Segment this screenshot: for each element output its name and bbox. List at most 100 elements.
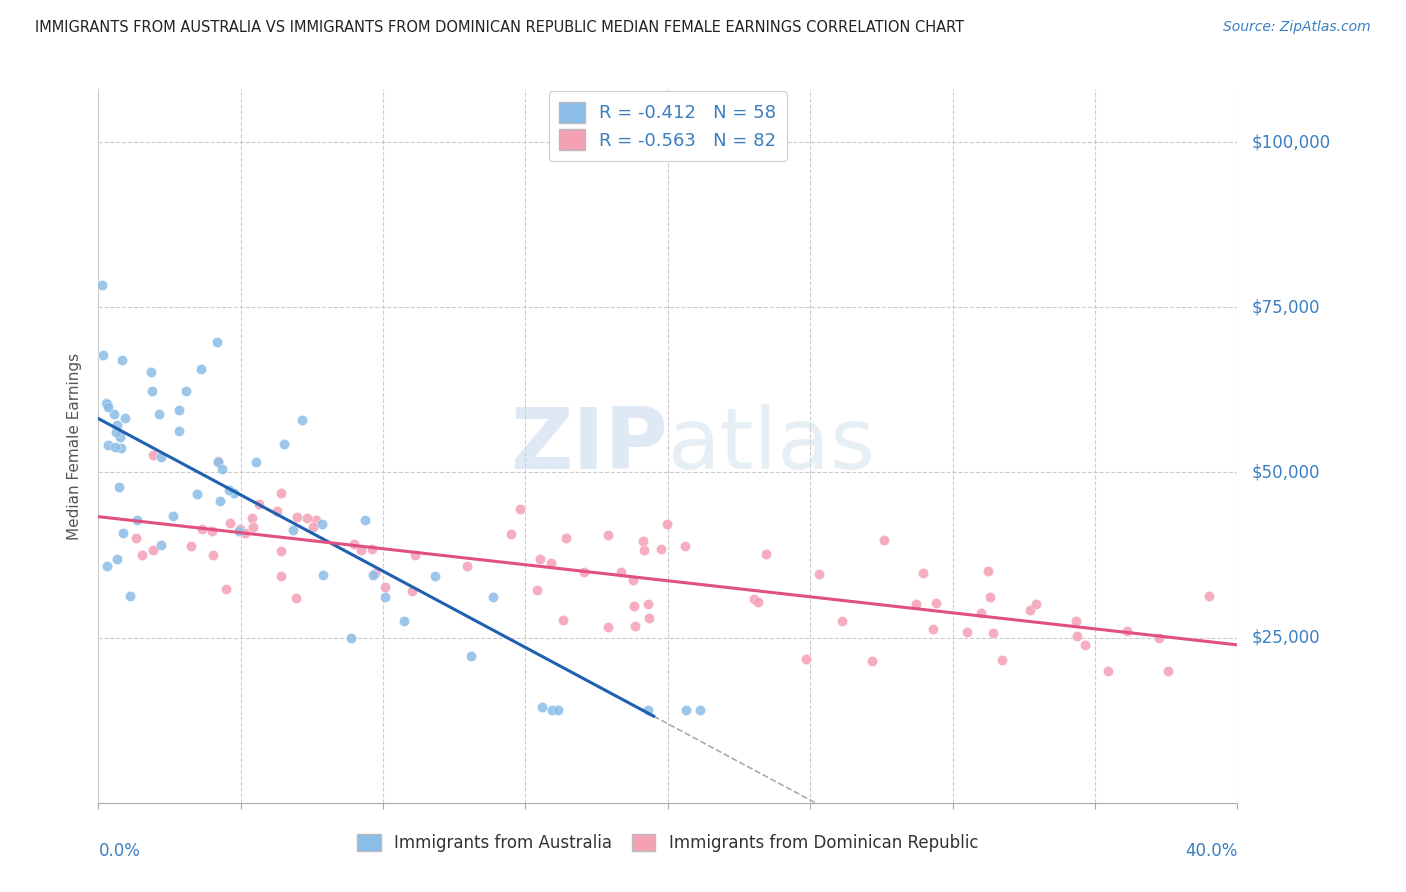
- Point: [120, 589, 142, 603]
- Point: [404, 548, 426, 562]
- Point: [831, 614, 853, 628]
- Point: [675, 703, 697, 717]
- Point: [977, 564, 1000, 578]
- Point: [190, 522, 212, 536]
- Point: [91, 348, 114, 362]
- Point: [621, 573, 644, 587]
- Point: [167, 424, 190, 438]
- Point: [526, 583, 548, 598]
- Point: [572, 565, 595, 579]
- Text: $50,000: $50,000: [1251, 464, 1320, 482]
- Point: [233, 525, 256, 540]
- Point: [350, 543, 373, 558]
- Point: [374, 590, 396, 604]
- Point: [176, 384, 198, 399]
- Text: 40.0%: 40.0%: [1185, 842, 1237, 860]
- Point: [207, 455, 229, 469]
- Point: [501, 526, 523, 541]
- Point: [637, 597, 659, 611]
- Point: [222, 486, 245, 500]
- Point: [205, 334, 228, 349]
- Point: [374, 580, 396, 594]
- Point: [207, 454, 229, 468]
- Point: [142, 448, 165, 462]
- Point: [110, 441, 132, 455]
- Point: [91, 278, 114, 293]
- Point: [873, 533, 896, 547]
- Point: [1198, 590, 1220, 604]
- Point: [742, 591, 765, 606]
- Point: [180, 539, 202, 553]
- Point: [105, 417, 128, 432]
- Point: [96, 396, 118, 410]
- Point: [624, 618, 647, 632]
- Text: IMMIGRANTS FROM AUSTRALIA VS IMMIGRANTS FROM DOMINICAN REPUBLIC MEDIAN FEMALE EA: IMMIGRANTS FROM AUSTRALIA VS IMMIGRANTS …: [35, 20, 965, 35]
- Point: [104, 440, 127, 454]
- Point: [108, 480, 131, 494]
- Point: [922, 622, 945, 636]
- Point: [148, 407, 170, 421]
- Point: [111, 525, 134, 540]
- Point: [482, 590, 505, 604]
- Point: [240, 510, 263, 524]
- Point: [392, 615, 415, 629]
- Point: [270, 543, 292, 558]
- Point: [956, 624, 979, 639]
- Point: [456, 559, 478, 574]
- Y-axis label: Median Female Earnings: Median Female Earnings: [67, 352, 83, 540]
- Point: [287, 509, 309, 524]
- Point: [247, 496, 270, 510]
- Point: [302, 520, 325, 534]
- Point: [905, 597, 928, 611]
- Point: [361, 567, 384, 582]
- Text: $25,000: $25,000: [1251, 629, 1320, 647]
- Point: [305, 513, 328, 527]
- Point: [970, 607, 993, 621]
- Point: [637, 703, 659, 717]
- Point: [657, 516, 679, 531]
- Point: [218, 483, 240, 497]
- Point: [186, 487, 208, 501]
- Legend: Immigrants from Australia, Immigrants from Dominican Republic: Immigrants from Australia, Immigrants fr…: [350, 827, 986, 859]
- Point: [925, 596, 948, 610]
- Point: [540, 556, 562, 570]
- Point: [911, 566, 934, 581]
- Point: [808, 566, 831, 581]
- Point: [1066, 629, 1088, 643]
- Point: [354, 513, 377, 527]
- Point: [208, 494, 231, 508]
- Point: [1157, 664, 1180, 678]
- Point: [281, 523, 304, 537]
- Point: [202, 548, 225, 562]
- Point: [245, 454, 267, 468]
- Point: [755, 547, 778, 561]
- Point: [97, 438, 120, 452]
- Point: [149, 538, 172, 552]
- Point: [284, 591, 307, 605]
- Point: [311, 517, 333, 532]
- Point: [312, 568, 335, 582]
- Point: [291, 413, 314, 427]
- Point: [131, 548, 153, 562]
- Point: [991, 652, 1014, 666]
- Point: [981, 626, 1004, 640]
- Point: [598, 528, 620, 542]
- Point: [340, 631, 363, 645]
- Point: [141, 365, 163, 379]
- Point: [610, 566, 633, 580]
- Point: [530, 699, 553, 714]
- Point: [547, 703, 569, 717]
- Point: [1147, 631, 1170, 645]
- Point: [108, 430, 131, 444]
- Point: [111, 353, 134, 368]
- Point: [540, 703, 562, 717]
- Point: [623, 599, 645, 613]
- Point: [242, 520, 264, 534]
- Point: [190, 361, 212, 376]
- Point: [638, 611, 661, 625]
- Point: [1066, 615, 1088, 629]
- Point: [96, 559, 118, 574]
- Point: [200, 524, 222, 539]
- Point: [423, 569, 446, 583]
- Point: [228, 524, 250, 538]
